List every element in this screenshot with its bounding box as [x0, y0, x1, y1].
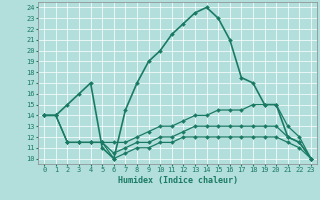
- X-axis label: Humidex (Indice chaleur): Humidex (Indice chaleur): [118, 176, 238, 185]
